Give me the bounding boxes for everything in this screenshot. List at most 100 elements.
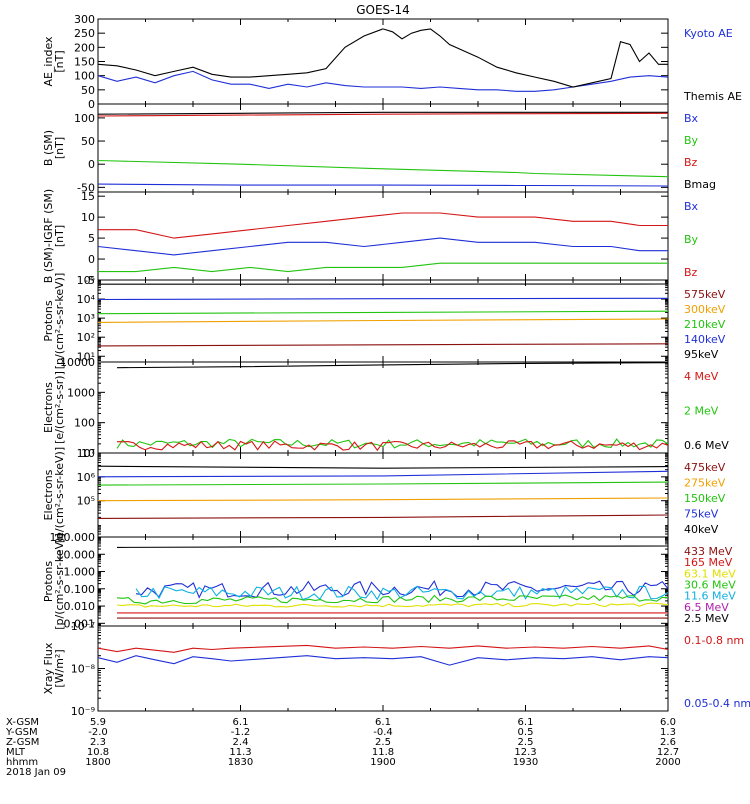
series-group: [98, 645, 668, 665]
y-tick-label: 0: [88, 253, 95, 266]
panel-protons2: 0.0010.0100.1001.00010.000100.000Protons…: [42, 531, 736, 630]
y-axis-label: [p/(cm²-s-sr-keV)]: [53, 273, 66, 370]
series-line-300kev: [98, 319, 668, 322]
y-tick-label: 10: [81, 211, 95, 224]
series-line-0-05-0-4-nm: [98, 656, 668, 665]
series-line-2-5-mev: [117, 546, 668, 547]
legend-entry: 150keV: [684, 492, 726, 505]
series-line-bz: [98, 213, 668, 238]
x-row-value: 1830: [228, 757, 253, 768]
y-tick-label: 10²: [77, 331, 95, 344]
series-line-0-1-0-8-nm: [98, 645, 668, 652]
y-tick-label: 0: [88, 158, 95, 171]
x-row-value: 2000: [655, 757, 680, 768]
series-group: [98, 112, 668, 186]
legend-entry: 2 MeV: [684, 405, 719, 418]
series-line-by: [98, 263, 668, 271]
y-tick-label: 100: [74, 70, 95, 83]
legend-entry: 40keV: [684, 523, 719, 536]
y-tick-label: 15: [81, 190, 95, 203]
panel-frame: [98, 626, 668, 711]
legend-entry: 0.1-0.8 nm: [684, 634, 744, 647]
y-tick-label: 1.000: [64, 566, 96, 579]
legend-entry: Themis AE: [683, 90, 742, 103]
y-tick-label: 5: [88, 232, 95, 245]
y-axis-label: [W/m²]: [53, 649, 66, 687]
y-axis-label: [e/(cm²-s-sr-keV)]: [53, 447, 66, 543]
series-group: [98, 213, 668, 272]
series-line-themis-ae: [98, 29, 668, 87]
plot-title: GOES-14: [356, 3, 410, 17]
series-line-by: [98, 161, 668, 177]
series-line-475kev: [98, 515, 668, 518]
series-group: [98, 284, 668, 346]
y-tick-label: 50: [81, 84, 95, 97]
x-row-value: 1900: [370, 757, 395, 768]
y-tick-label: 300: [74, 13, 95, 26]
legend-entry: 300keV: [684, 303, 726, 316]
y-tick-label: 0: [88, 98, 95, 111]
y-tick-label: 10⁵: [77, 274, 95, 287]
legend-entry: 95keV: [684, 348, 719, 361]
legend-entry: By: [684, 134, 699, 147]
y-tick-label: 50: [81, 135, 95, 148]
legend-entry: 140keV: [684, 333, 726, 346]
y-tick-label: 150: [74, 56, 95, 69]
series-line-63-1-mev: [117, 603, 668, 607]
legend-entry: Bmag: [684, 178, 716, 191]
y-tick-label: 10⁵: [77, 495, 95, 508]
legend-entry: By: [684, 233, 699, 246]
legend-entry: 0.6 MeV: [684, 439, 729, 452]
legend-entry: 75keV: [684, 508, 719, 521]
series-line-11-6-mev: [136, 586, 668, 599]
y-tick-label: 0.100: [64, 583, 96, 596]
series-group: [117, 363, 668, 451]
y-axis-label: [nT]: [53, 225, 66, 247]
x-row-value: 1930: [513, 757, 538, 768]
y-axis-label: [nT]: [53, 50, 66, 72]
panel-frame: [98, 362, 668, 453]
legend-entry: 4 MeV: [684, 370, 719, 383]
series-line-kyoto-ae: [98, 71, 668, 91]
series-group: [117, 546, 668, 618]
y-tick-label: 10⁻⁸: [71, 663, 96, 676]
series-line-140kev: [98, 298, 668, 299]
legend-entry: Bx: [684, 200, 699, 213]
y-tick-label: 250: [74, 27, 95, 40]
legend-entry: 575keV: [684, 288, 726, 301]
legend-entry: Bx: [684, 112, 699, 125]
legend-entry: 2.5 MeV: [684, 612, 729, 625]
series-line-275kev: [98, 498, 668, 501]
x-row-value: 1800: [85, 757, 110, 768]
series-line-210kev: [98, 311, 668, 314]
series-group: [98, 29, 668, 91]
panel-electrons2: 10⁵10⁶10⁷Electrons[e/(cm²-s-sr-keV)]475k…: [42, 447, 726, 543]
legend-entry: Bz: [684, 266, 698, 279]
y-tick-label: 0.010: [64, 600, 96, 613]
series-line-575kev: [98, 344, 668, 346]
legend-entry: 275keV: [684, 477, 726, 490]
panel-protons1: 10¹10²10³10⁴10⁵Protons[p/(cm²-s-sr-keV)]…: [42, 273, 726, 370]
legend-entry: Bz: [684, 156, 698, 169]
series-line-bx: [98, 184, 668, 186]
panel-frame: [98, 19, 668, 104]
legend: 0.1-0.8 nm 0.05-0.4 nm: [684, 634, 750, 710]
date-label: 2018 Jan 09: [6, 767, 66, 778]
legend-entry: 0.05-0.4 nm: [684, 697, 750, 710]
y-tick-label: 10³: [77, 312, 95, 325]
y-tick-label: 10⁶: [77, 471, 96, 484]
panel-frame: [98, 453, 668, 537]
y-tick-label: 100: [74, 417, 95, 430]
